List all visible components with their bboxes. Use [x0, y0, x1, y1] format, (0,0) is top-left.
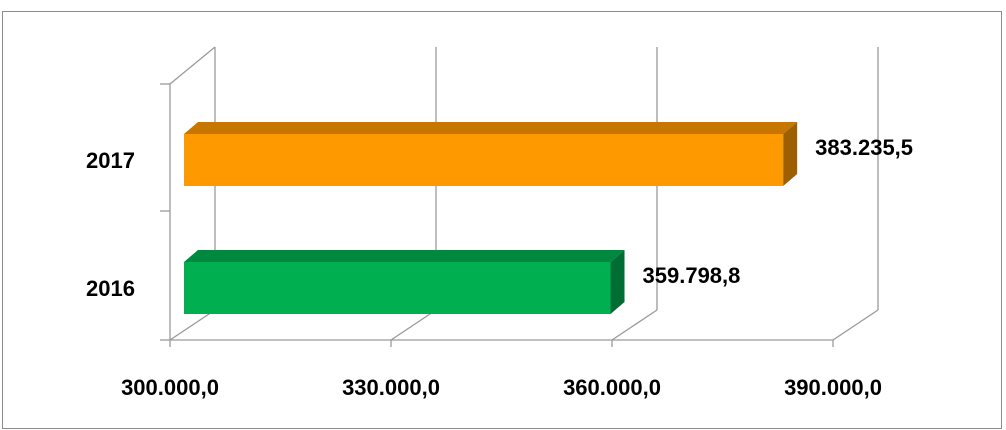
x-tick-label: 390.000,0	[784, 375, 882, 400]
data-label-2016: 359.798,8	[643, 263, 741, 288]
category-label-2017: 2017	[86, 148, 135, 173]
data-label-2017: 383.235,5	[815, 135, 913, 160]
floor-gridline	[391, 310, 436, 340]
floor-gridline	[833, 310, 878, 340]
x-tick-label: 360.000,0	[563, 375, 661, 400]
floor-gridline	[170, 310, 215, 340]
bar-top-2017	[184, 122, 797, 134]
floor-gridline	[612, 310, 657, 340]
bar-top-2016	[184, 250, 625, 262]
x-tick-label: 300.000,0	[121, 375, 219, 400]
bar-2017	[184, 134, 783, 186]
side-wall-top	[170, 47, 215, 84]
x-tick-label: 330.000,0	[342, 375, 440, 400]
bar-2016	[184, 262, 611, 314]
category-label-2016: 2016	[86, 276, 135, 301]
